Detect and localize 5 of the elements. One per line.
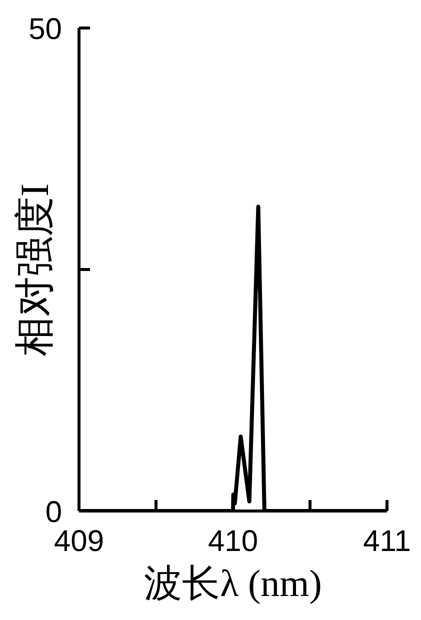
x-axis-title: 波长λ (nm)	[143, 562, 323, 606]
y-axis-title: 相对强度I	[12, 183, 58, 357]
y-tick-label: 50	[28, 13, 62, 46]
x-tick-label: 410	[208, 525, 258, 558]
x-tick-label: 411	[363, 525, 411, 558]
